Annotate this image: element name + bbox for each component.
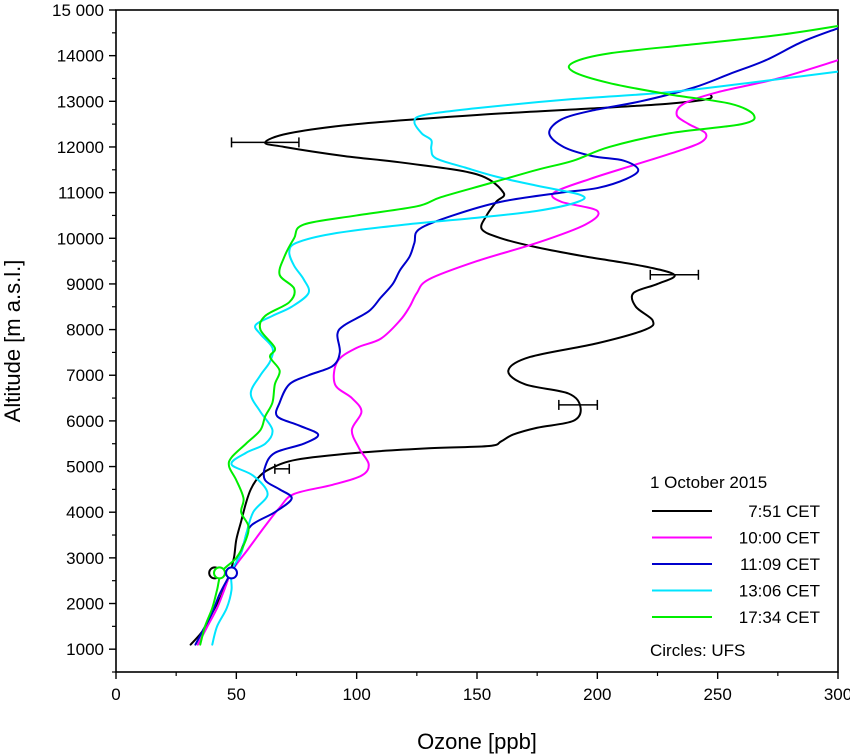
y-tick-label: 10000 [57,229,104,248]
legend-entries: 7:51 CET 10:00 CET 11:09 CET 13:06 CET 17:34… [652,502,820,627]
legend-title: 1 October 2015 [650,473,767,492]
y-tick-label: 14000 [57,47,104,66]
y-tick-label: 13000 [57,92,104,111]
y-axis: 1000 2000 3000 4000 5000 6000 7000 8000 9000 1000… [52,1,116,673]
y-tick-label: 1000 [66,640,104,659]
error-bar [649,269,700,280]
ufs-circle [212,566,226,580]
x-tick-label: 50 [227,685,246,704]
series-layer [189,24,838,646]
series-line [189,93,713,646]
error-bar [230,137,300,148]
error-bar [274,463,291,474]
legend: 1 October 2015 7:51 CET 10:00 CET 11:09 CE… [650,473,820,660]
x-tick-label: 0 [111,685,120,704]
series-line [194,27,838,646]
x-axis: 0 50 100 150 200 250 300 [111,672,850,704]
legend-note: Circles: UFS [650,641,745,660]
ufs-circles [208,566,239,580]
x-tick-label: 300 [824,685,850,704]
x-tick-label: 250 [703,685,731,704]
plot-area [115,9,839,673]
x-tick-label: 100 [342,685,370,704]
legend-label: 7:51 CET [748,502,820,521]
ufs-circle [225,566,239,580]
y-tick-label: 9000 [66,275,104,294]
y-tick-label: 12000 [57,138,104,157]
y-tick-label: 7000 [66,366,104,385]
x-tick-label: 150 [463,685,491,704]
legend-label: 10:00 CET [739,529,820,548]
y-tick-label: 2000 [66,595,104,614]
y-tick-label: 3000 [66,549,104,568]
y-tick-label: 5000 [66,458,104,477]
y-tick-label: 8000 [66,321,104,340]
legend-label: 13:06 CET [739,582,820,601]
legend-label: 17:34 CET [739,608,820,627]
y-axis-title: Altitude [m a.s.l.] [0,260,25,423]
y-tick-label: 11000 [58,184,104,203]
y-tick-label: 15 000 [52,1,104,20]
y-tick-label: 4000 [66,503,104,522]
error-bar [558,399,599,410]
error-bars [230,137,700,474]
x-axis-title: Ozone [ppb] [417,729,537,754]
x-tick-label: 200 [583,685,611,704]
legend-label: 11:09 CET [740,555,820,574]
y-tick-label: 6000 [66,412,104,431]
series-line [211,70,838,646]
series-line [199,24,838,646]
